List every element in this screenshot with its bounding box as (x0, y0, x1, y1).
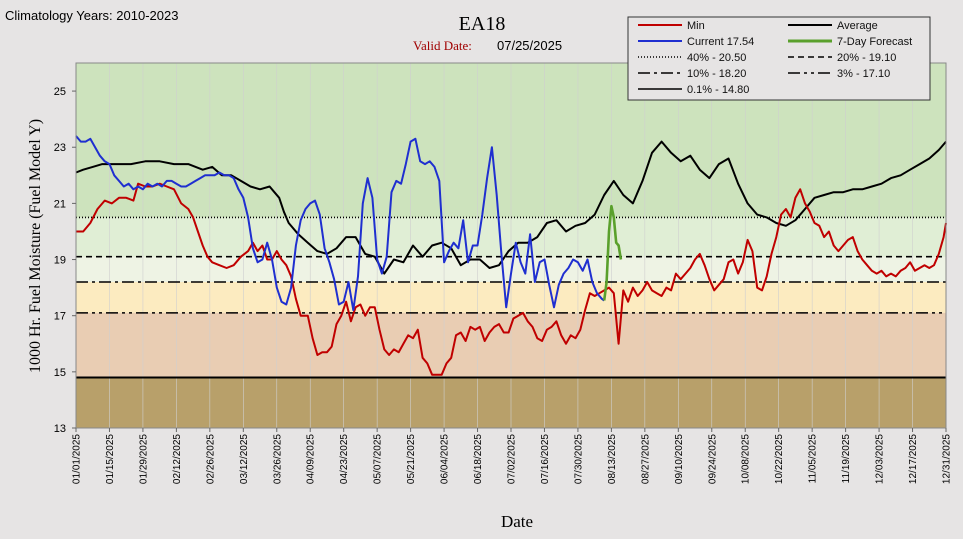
x-tick-label-9: 05/07/2025 (373, 434, 384, 484)
x-tick-label-22: 11/05/2025 (808, 434, 819, 484)
x-tick-label-6: 03/26/2025 (272, 434, 283, 484)
x-tick-label-18: 09/10/2025 (674, 434, 685, 484)
x-tick-label-26: 12/31/2025 (942, 434, 953, 484)
x-tick-label-5: 03/12/2025 (239, 434, 250, 484)
x-tick-label-16: 08/13/2025 (607, 434, 618, 484)
x-tick-label-12: 06/18/2025 (473, 434, 484, 484)
x-tick-label-15: 07/30/2025 (573, 434, 584, 484)
legend-label-4: 40% - 20.50 (687, 52, 746, 64)
x-tick-label-19: 09/24/2025 (707, 434, 718, 484)
chart-legend: Min Average Current 17.54 7-Day Forecast 40%… (627, 16, 931, 101)
x-tick-label-7: 04/09/2025 (306, 434, 317, 484)
chart-title: EA18 (459, 13, 506, 35)
legend-label-0: Min (687, 20, 705, 32)
x-tick-label-2: 01/29/2025 (138, 434, 149, 484)
x-tick-label-25: 12/17/2025 (908, 434, 919, 484)
x-axis-label: Date (501, 512, 533, 531)
valid-date-value: 07/25/2025 (497, 38, 562, 53)
legend-label-6: 10% - 18.20 (687, 68, 746, 80)
legend-box (627, 16, 931, 101)
climatology-years-label: Climatology Years: 2010-2023 (5, 8, 178, 23)
x-axis: 01/01/2025 01/15/2025 01/29/2025 02/12/2025… (72, 428, 953, 484)
x-tick-label-3: 02/12/2025 (172, 434, 183, 484)
valid-date-label: Valid Date: (413, 38, 472, 53)
x-tick-label-20: 10/08/2025 (741, 434, 752, 484)
x-tick-label-8: 04/23/2025 (339, 434, 350, 484)
legend-label-2: Current 17.54 (687, 36, 754, 48)
percentile-threshold-lines (76, 216, 946, 379)
series-line-average (75, 140, 947, 275)
x-tick-label-10: 05/21/2025 (406, 434, 417, 484)
series-line-current (75, 135, 605, 312)
x-tick-label-24: 12/03/2025 (875, 434, 886, 484)
x-tick-label-4: 02/26/2025 (205, 434, 216, 484)
legend-label-5: 20% - 19.10 (837, 52, 896, 64)
y-tick-label-5: 23 (54, 142, 66, 154)
data-series (75, 135, 947, 376)
y-tick-label-0: 13 (54, 423, 66, 435)
legend-label-3: 7-Day Forecast (837, 36, 912, 48)
y-tick-label-2: 17 (54, 311, 66, 323)
y-tick-label-6: 25 (54, 86, 66, 98)
y-tick-label-3: 19 (54, 255, 66, 267)
y-axis: 13 15 17 19 21 23 25 (54, 86, 76, 435)
x-tick-label-11: 06/04/2025 (440, 434, 451, 484)
x-tick-label-0: 01/01/2025 (72, 434, 83, 484)
x-tick-label-23: 11/19/2025 (841, 434, 852, 484)
series-line-forecast (602, 204, 623, 301)
x-tick-label-13: 07/02/2025 (507, 434, 518, 484)
legend-label-7: 3% - 17.10 (837, 68, 890, 80)
legend-label-1: Average (837, 20, 878, 32)
x-tick-label-17: 08/27/2025 (640, 434, 651, 484)
x-tick-label-14: 07/16/2025 (540, 434, 551, 484)
x-tick-label-21: 10/22/2025 (774, 434, 785, 484)
y-axis-label: 1000 Hr. Fuel Moisture (Fuel Model Y) (27, 119, 44, 373)
x-tick-label-1: 01/15/2025 (105, 434, 116, 484)
y-tick-label-1: 15 (54, 367, 66, 379)
series-line-min (76, 182, 947, 376)
y-tick-label-4: 21 (54, 198, 66, 210)
legend-label-8: 0.1% - 14.80 (687, 84, 749, 96)
